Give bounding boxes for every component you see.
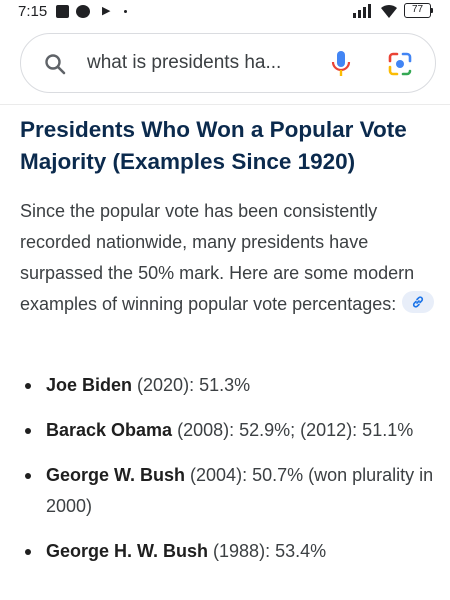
search-icon[interactable] [43, 52, 67, 76]
mic-icon[interactable] [329, 49, 353, 79]
president-result: (2004): 50.7% (won plurality in 2000) [46, 465, 434, 516]
play-icon: ▶ [102, 5, 111, 17]
president-name: George H. W. Bush [46, 541, 209, 561]
source-link-button[interactable] [402, 291, 435, 313]
list-item: George H. W. Bush (1988): 53.4% [20, 536, 440, 567]
status-bar: 7:15 ▶ 77 [0, 0, 450, 24]
battery-nub [431, 8, 433, 13]
battery-indicator: 77 [404, 3, 431, 18]
chat-bubble-icon [76, 5, 90, 18]
president-list: Joe Biden (2020): 51.3% Barack Obama (20… [20, 370, 440, 581]
search-bar[interactable]: what is presidents ha... [20, 33, 436, 93]
answer-intro-text: Since the popular vote has been consiste… [20, 201, 415, 314]
president-name: Joe Biden [46, 375, 133, 395]
list-item: George W. Bush (2004): 50.7% (won plural… [20, 460, 440, 522]
more-notifications-dot-icon [124, 10, 127, 13]
president-result: (2020): 51.3% [132, 375, 251, 395]
lens-icon[interactable] [387, 51, 413, 77]
president-name: George W. Bush [46, 465, 186, 485]
status-time: 7:15 [18, 3, 48, 20]
answer-intro: Since the popular vote has been consiste… [20, 196, 440, 320]
list-item: Barack Obama (2008): 52.9%; (2012): 51.1… [20, 415, 440, 446]
wifi-icon [381, 4, 397, 18]
link-icon [413, 296, 424, 308]
signal-icon [353, 4, 371, 18]
notification-icon [56, 5, 69, 18]
list-item: Joe Biden (2020): 51.3% [20, 370, 440, 401]
president-result: (2008): 52.9%; (2012): 51.1% [172, 420, 414, 440]
divider [0, 104, 450, 105]
president-name: Barack Obama [46, 420, 173, 440]
president-result: (1988): 53.4% [208, 541, 327, 561]
answer-heading: Presidents Who Won a Popular Vote Majori… [20, 117, 407, 174]
search-input[interactable]: what is presidents ha... [87, 52, 282, 73]
